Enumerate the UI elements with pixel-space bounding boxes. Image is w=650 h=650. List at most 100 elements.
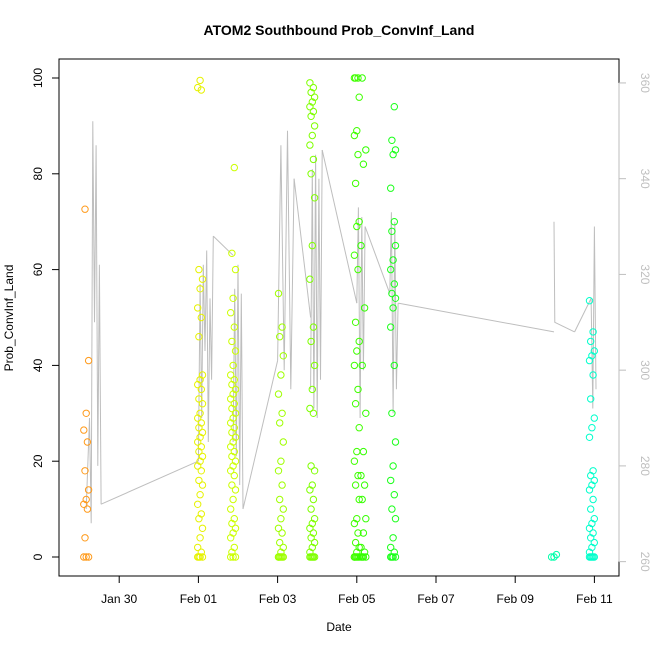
data-point [228, 337, 236, 346]
data-point [84, 356, 93, 365]
data-point [391, 515, 400, 523]
data-point [351, 400, 360, 408]
data-point [390, 218, 398, 226]
x-tick-label: Feb 09 [497, 592, 535, 606]
data-point [308, 98, 316, 106]
data-point [355, 495, 363, 504]
data-point [196, 491, 204, 499]
data-point [353, 347, 361, 355]
data-point [308, 241, 316, 250]
data-point [309, 409, 318, 417]
x-axis-label: Date [326, 620, 352, 634]
data-point [310, 93, 319, 101]
data-point [389, 534, 397, 542]
data-point [354, 265, 362, 274]
secondary-line-segment [277, 130, 295, 390]
data-point [307, 553, 315, 561]
data-point [228, 481, 236, 489]
data-point [391, 146, 400, 154]
data-point [354, 553, 362, 561]
data-point [277, 515, 285, 523]
data-point [354, 150, 362, 159]
data-point [360, 481, 369, 489]
data-point [389, 256, 397, 264]
data-point [84, 553, 93, 561]
data-point [276, 333, 284, 341]
data-point [309, 529, 318, 537]
data-point [198, 452, 207, 461]
data-point [310, 361, 319, 370]
data-point [231, 433, 240, 441]
data-point [351, 538, 360, 547]
data-point [307, 534, 315, 542]
data-point [351, 179, 360, 188]
data-point [358, 361, 366, 370]
data-point [310, 515, 319, 523]
data-point [274, 289, 283, 298]
data-point [357, 241, 365, 250]
data-point [351, 318, 360, 326]
data-point [279, 438, 287, 446]
data-point [231, 553, 240, 561]
data-point [388, 289, 396, 298]
data-point [307, 112, 315, 121]
data-point [351, 481, 360, 489]
data-point [229, 294, 237, 302]
data-point [388, 227, 396, 236]
data-point [230, 400, 239, 408]
x-axis: Jan 30 Feb 01 Feb 03 Feb 05 Feb 07 Feb 09 Feb … [101, 575, 613, 606]
data-point [196, 76, 204, 85]
data-point [195, 265, 203, 274]
y2-tick-label: 320 [638, 264, 650, 284]
data-point [390, 491, 398, 499]
x-tick-label: Feb 07 [417, 592, 455, 606]
data-point [358, 74, 366, 82]
data-point [353, 447, 361, 456]
data-point [585, 297, 594, 305]
data-point [310, 122, 319, 130]
secondary-line-segment [398, 302, 555, 333]
data-point [362, 146, 370, 154]
data-point [198, 400, 207, 408]
data-point [590, 476, 598, 485]
secondary-line-segment [310, 149, 323, 419]
data-point [229, 495, 237, 504]
data-point [276, 495, 284, 504]
data-point [196, 534, 204, 542]
data-point [362, 553, 370, 561]
data-point [276, 419, 284, 427]
data-point [230, 323, 239, 331]
data-point [360, 548, 369, 556]
data-point [354, 385, 362, 394]
data-point [310, 538, 319, 547]
data-point [308, 385, 316, 394]
data-point [80, 553, 88, 561]
data-point [354, 74, 362, 82]
data-point [308, 481, 316, 489]
data-point [231, 265, 240, 274]
data-point [387, 543, 395, 552]
y-axis: 0 20 40 60 80 100 [31, 68, 60, 560]
data-point [355, 337, 363, 346]
secondary-line-segment [212, 235, 234, 256]
data-point [589, 495, 597, 504]
data-point [362, 515, 370, 523]
data-point [390, 361, 398, 370]
data-point [388, 136, 396, 145]
data-point [590, 515, 598, 523]
data-point [198, 524, 207, 532]
data-point [230, 424, 239, 432]
secondary-line-segment [321, 149, 358, 304]
data-point [362, 409, 370, 417]
data-point [307, 337, 315, 346]
data-point [306, 79, 314, 87]
data-point [274, 390, 283, 398]
data-point [587, 337, 595, 346]
data-point [550, 553, 558, 561]
data-point [195, 333, 203, 341]
secondary-line-segment [553, 221, 575, 333]
data-point [278, 481, 286, 489]
data-point [80, 426, 88, 434]
data-point [307, 88, 315, 97]
x-tick-label: Feb 05 [338, 592, 376, 606]
